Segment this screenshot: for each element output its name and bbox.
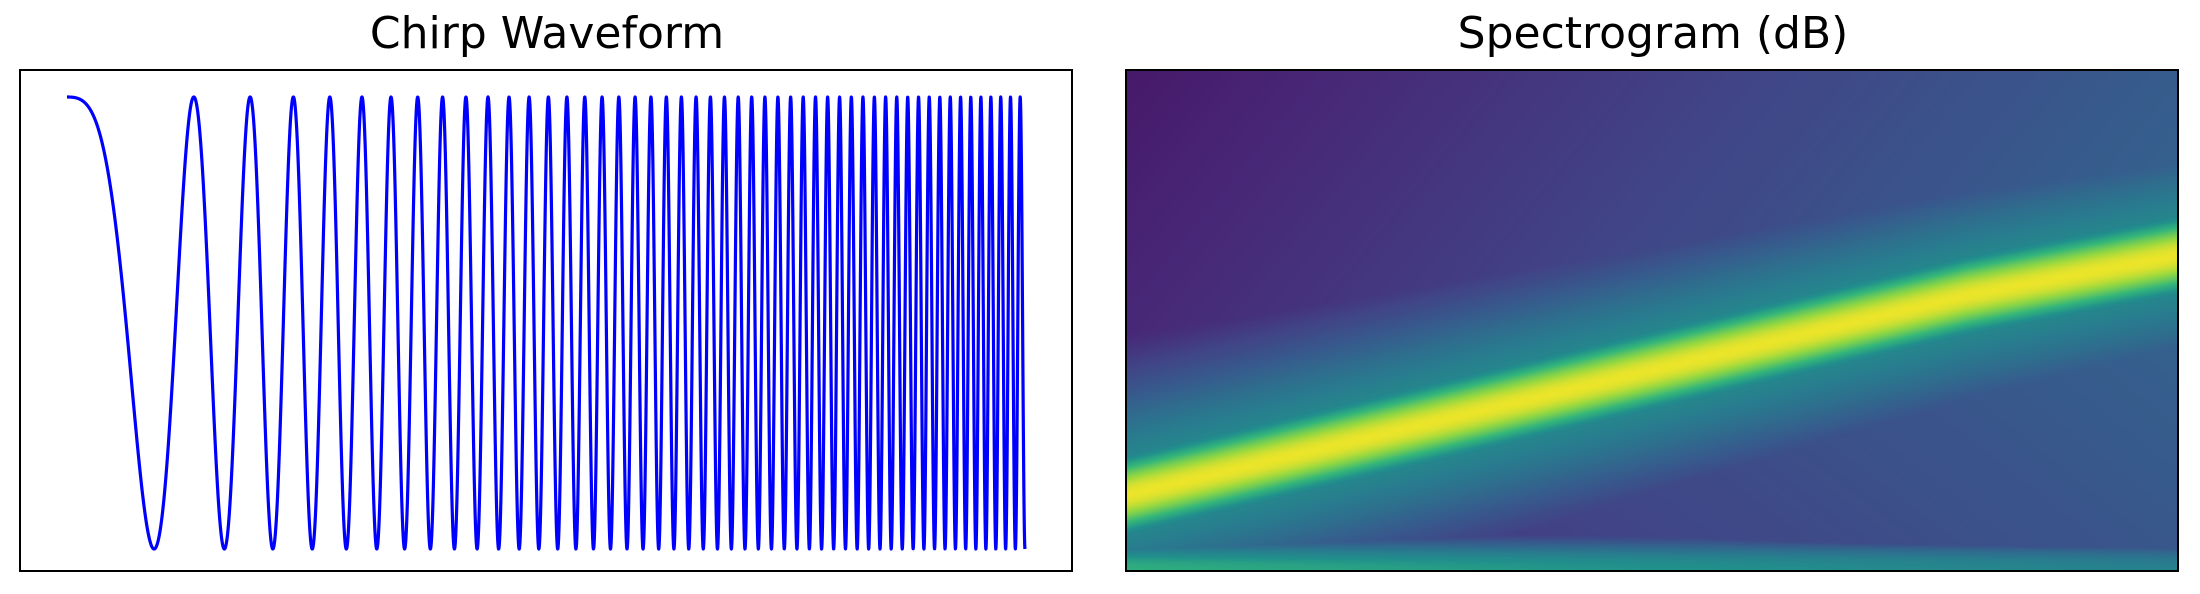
chirp-waveform-line (65, 95, 1027, 551)
chirp-chart-title: Chirp Waveform (369, 8, 725, 59)
spectrogram-chart-title: Spectrogram (dB) (1457, 8, 1849, 59)
chirp-waveform-svg (65, 95, 1027, 551)
spectrogram-heatmap (1127, 71, 2177, 570)
chirp-plot-area (19, 69, 1073, 572)
spectrogram-plot-area (1125, 69, 2179, 572)
